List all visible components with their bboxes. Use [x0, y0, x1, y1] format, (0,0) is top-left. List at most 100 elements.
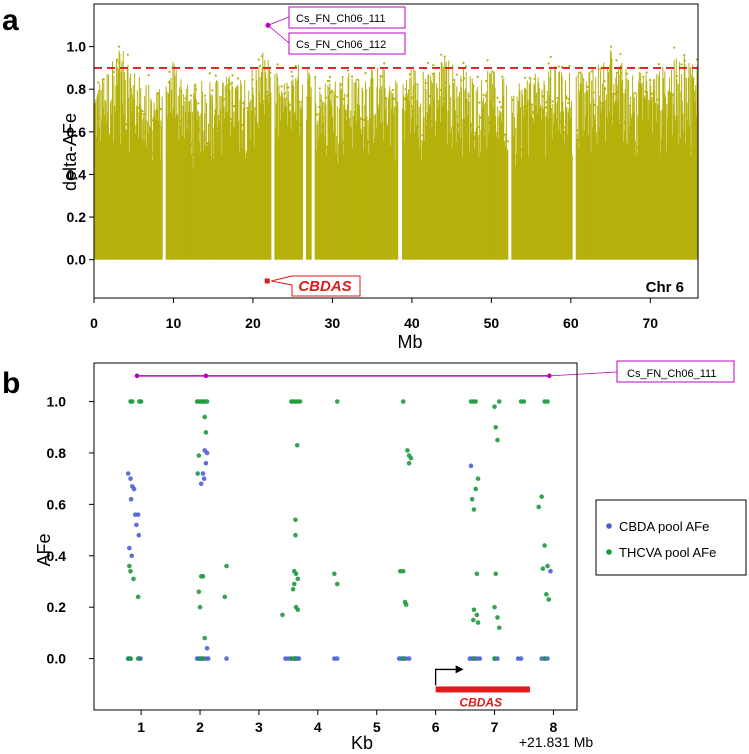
data-point [116, 58, 119, 61]
data-column [301, 109, 303, 260]
y-tick-label: 1.0 [47, 394, 67, 410]
data-column [138, 138, 140, 260]
data-point [633, 91, 636, 95]
data-column [579, 83, 581, 260]
data-point [197, 102, 200, 105]
data-column [436, 83, 438, 260]
data-column [160, 126, 162, 260]
data-column [391, 109, 393, 260]
data-column [421, 139, 423, 260]
data-column [613, 104, 615, 260]
data-column [553, 113, 555, 260]
data-column [554, 66, 556, 260]
data-column [433, 99, 435, 260]
data-column [132, 85, 134, 260]
data-column [583, 130, 585, 260]
data-column [158, 89, 160, 260]
x-tick-label: 20 [245, 315, 261, 331]
data-column [463, 90, 465, 260]
data-column [279, 93, 281, 260]
data-point [443, 55, 446, 58]
data-column [350, 110, 352, 260]
data-column [592, 69, 594, 260]
data-column [146, 146, 148, 260]
y-tick-label: 0.4 [47, 548, 67, 564]
data-column [300, 100, 302, 260]
data-point [613, 92, 616, 96]
thcva-point [469, 496, 475, 502]
thcva-point [408, 455, 414, 461]
data-column [512, 135, 514, 260]
data-column [693, 76, 695, 260]
thcva-point [471, 656, 477, 661]
data-point [619, 52, 622, 56]
cbda-point [129, 553, 134, 559]
cbda-point [468, 463, 474, 469]
data-column [114, 111, 116, 260]
data-column [608, 111, 610, 260]
data-column [417, 86, 419, 260]
data-column [436, 87, 438, 260]
data-column [625, 68, 627, 260]
panel-b-xlabel: Kb [351, 733, 373, 753]
data-column [636, 92, 638, 260]
data-column [129, 77, 131, 260]
data-column [494, 87, 496, 260]
data-column [352, 148, 354, 260]
data-point [340, 83, 343, 86]
data-point [557, 65, 560, 68]
data-column [315, 103, 317, 260]
data-column [238, 151, 240, 260]
thcva-point [202, 635, 208, 641]
data-column [547, 118, 549, 260]
data-column [532, 121, 534, 260]
data-column [221, 154, 223, 260]
data-column [95, 99, 97, 260]
thcva-point [290, 586, 296, 592]
data-column [203, 113, 205, 260]
data-column [497, 106, 499, 260]
data-column [453, 98, 455, 260]
data-column [535, 105, 537, 260]
thcva-point [195, 471, 200, 476]
data-column [109, 101, 111, 260]
data-column [222, 82, 224, 260]
data-column [514, 117, 516, 260]
data-column [529, 81, 531, 260]
data-column [307, 79, 309, 260]
legend-marker-cbda [606, 523, 612, 529]
data-column [562, 101, 564, 260]
data-column [471, 132, 473, 260]
data-column [342, 78, 344, 260]
data-column [180, 79, 182, 260]
data-point [549, 55, 552, 59]
data-column [297, 64, 299, 260]
data-column [687, 77, 689, 260]
data-column [526, 109, 528, 260]
data-column [406, 93, 408, 260]
data-point [364, 72, 367, 75]
data-point [262, 100, 265, 103]
data-column [409, 78, 411, 260]
data-point [683, 59, 687, 62]
data-column [589, 72, 591, 260]
data-column [242, 129, 244, 260]
data-column [189, 112, 191, 260]
data-column [370, 78, 372, 260]
data-column [278, 85, 280, 260]
data-column [458, 92, 460, 260]
data-point [380, 75, 383, 78]
data-column [526, 80, 528, 260]
data-column [126, 67, 128, 260]
data-column [611, 58, 613, 260]
data-column [440, 61, 442, 260]
thcva-point [521, 399, 527, 404]
data-point [524, 76, 527, 79]
data-column [201, 80, 203, 260]
data-column [148, 125, 150, 260]
data-column [119, 53, 121, 260]
data-point [280, 85, 283, 88]
data-column [567, 112, 569, 260]
thcva-point [540, 566, 546, 571]
data-column [322, 121, 324, 260]
